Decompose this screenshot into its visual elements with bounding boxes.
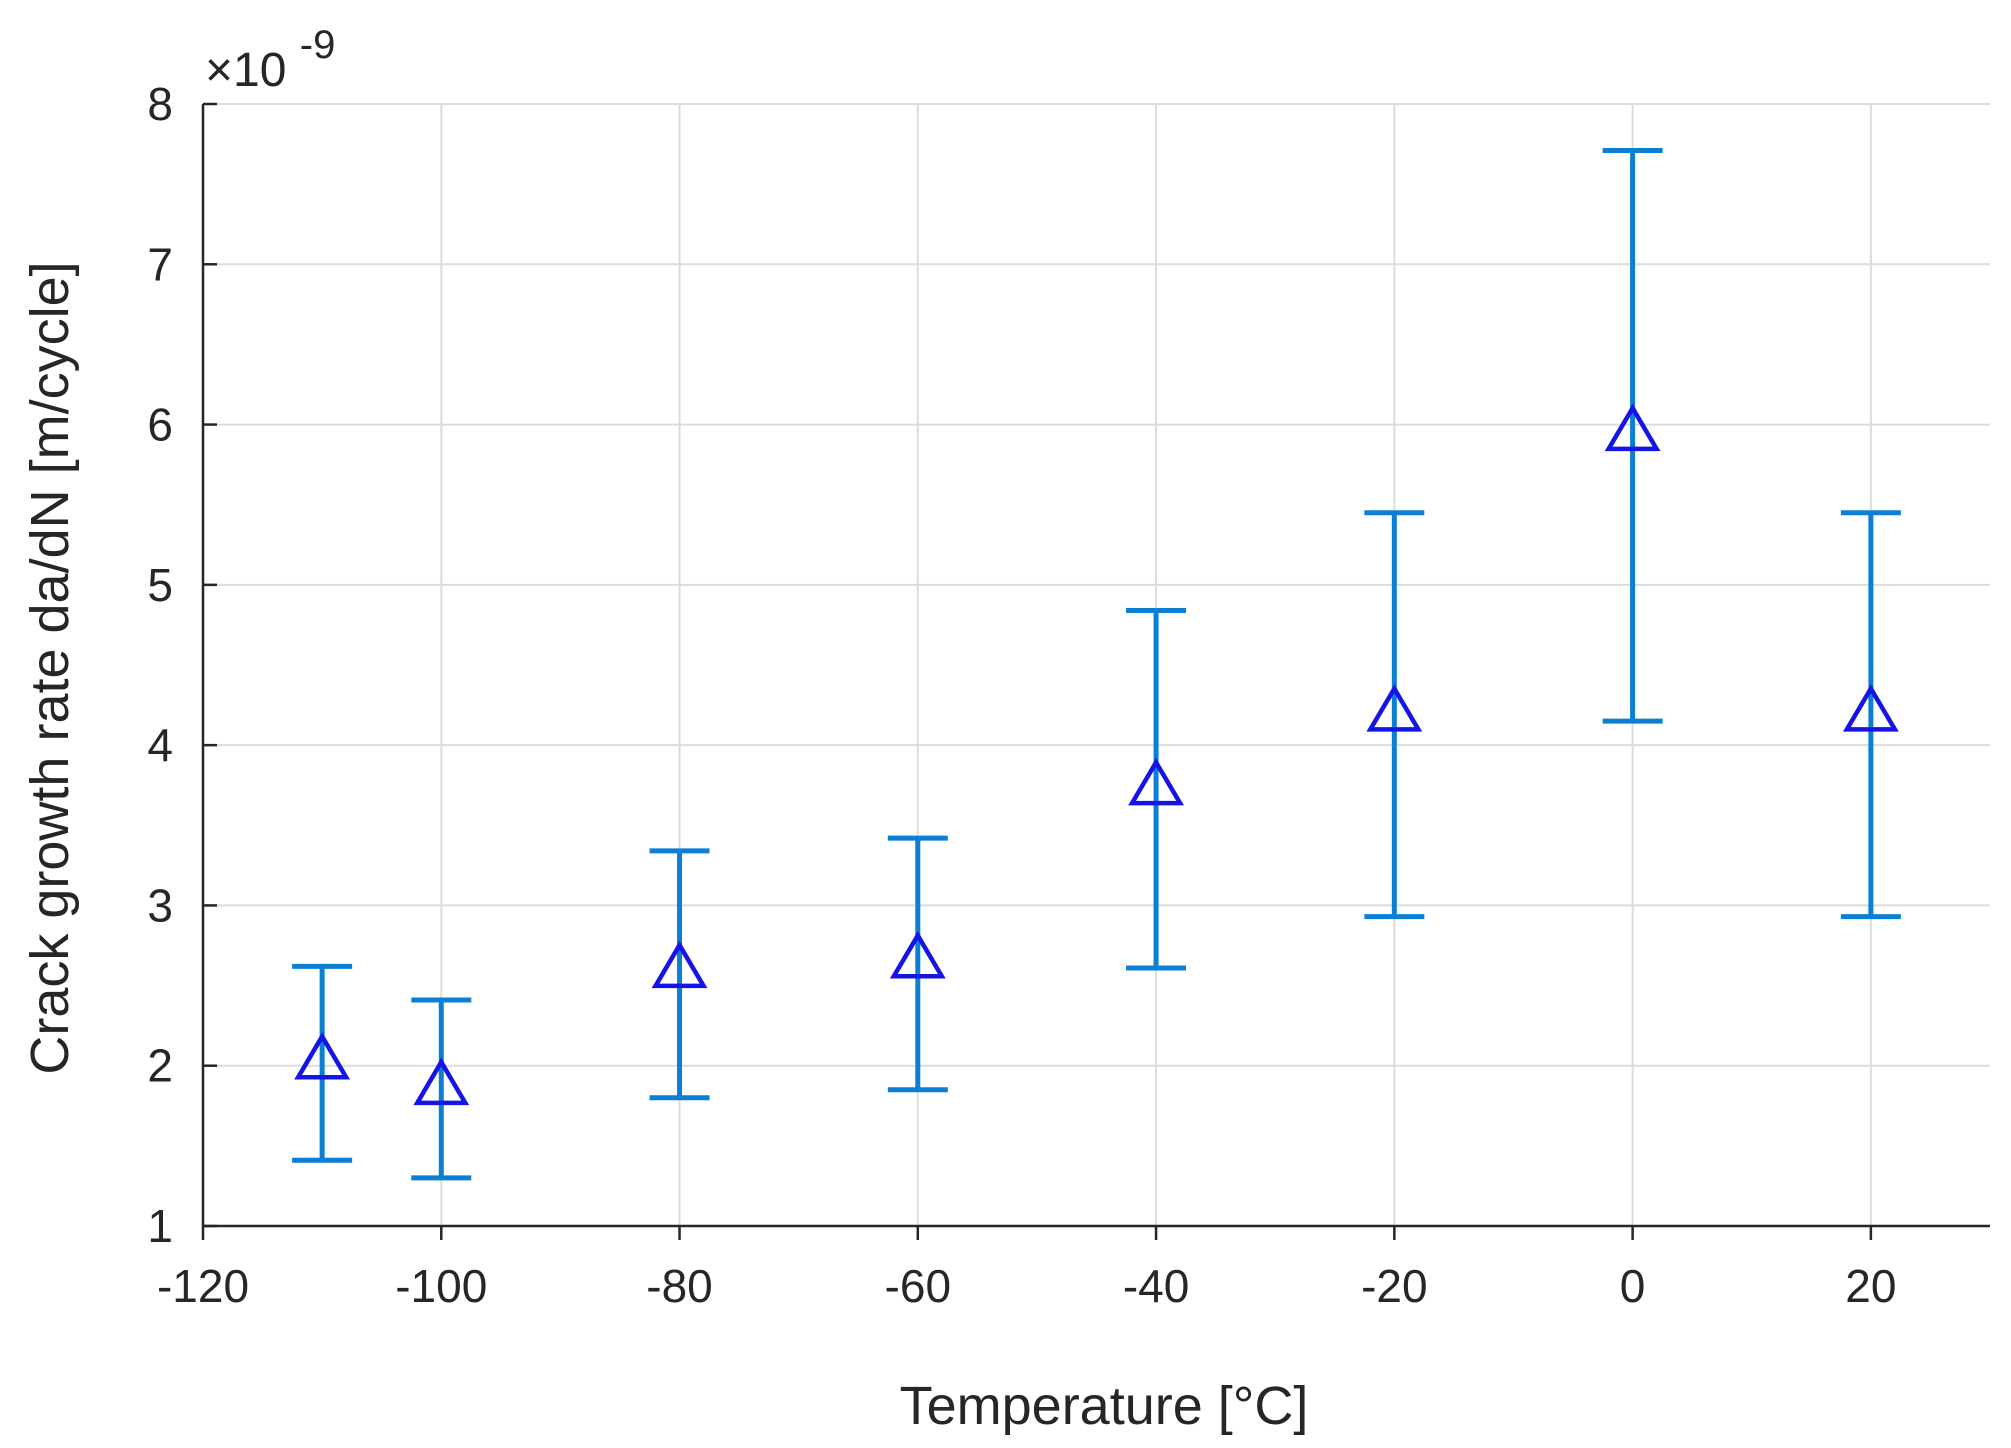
triangle-marker (1366, 684, 1423, 732)
data-series (292, 147, 1901, 1181)
x-tick-label: -100 (395, 1260, 487, 1312)
y-multiplier: ×10 -9 (205, 23, 335, 97)
x-tick-label: -120 (157, 1260, 249, 1312)
y-tick-label: 4 (147, 719, 173, 771)
y-tick-label: 5 (147, 559, 173, 611)
data-point-group (292, 963, 353, 1163)
x-tick-label: 0 (1620, 1260, 1646, 1312)
data-point-group (1602, 147, 1663, 724)
triangle-marker (413, 1057, 470, 1106)
y-multiplier-base: ×10 (205, 44, 286, 97)
data-point-group (887, 835, 948, 1093)
x-tick-label: -20 (1361, 1260, 1427, 1312)
triangle-marker (1604, 403, 1661, 452)
data-point-group (1126, 608, 1187, 971)
triangle-marker (1842, 684, 1899, 732)
data-point-group (649, 848, 710, 1101)
y-tick-label: 2 (147, 1040, 173, 1092)
y-axis-title: Crack growth rate da/dN [m/cycle] (20, 261, 80, 1074)
axes (201, 102, 1990, 1240)
y-tick-label: 7 (147, 238, 173, 290)
triangle-marker (889, 931, 946, 979)
y-tick-label: 3 (147, 879, 173, 931)
grid-lines (202, 103, 1990, 1227)
data-point-group (1840, 510, 1901, 920)
triangle-marker (651, 940, 708, 989)
y-multiplier-exponent: -9 (300, 23, 336, 67)
triangle-marker (294, 1031, 351, 1080)
x-tick-label: -80 (646, 1260, 712, 1312)
data-point-group (411, 997, 472, 1181)
y-tick-labels: 1 2 3 4 5 6 7 8 (147, 78, 173, 1252)
data-point-group (1364, 510, 1425, 920)
x-tick-label: 20 (1845, 1260, 1896, 1312)
triangle-marker (1128, 757, 1185, 806)
y-tick-label: 8 (147, 78, 173, 130)
y-tick-label: 1 (147, 1200, 173, 1252)
y-tick-label: 6 (147, 399, 173, 451)
x-tick-label: -40 (1123, 1260, 1189, 1312)
x-tick-label: -60 (885, 1260, 951, 1312)
x-tick-labels: -120 -100 -80 -60 -40 -20 0 20 (157, 1260, 1896, 1312)
x-axis-title: Temperature [°C] (900, 1376, 1309, 1436)
